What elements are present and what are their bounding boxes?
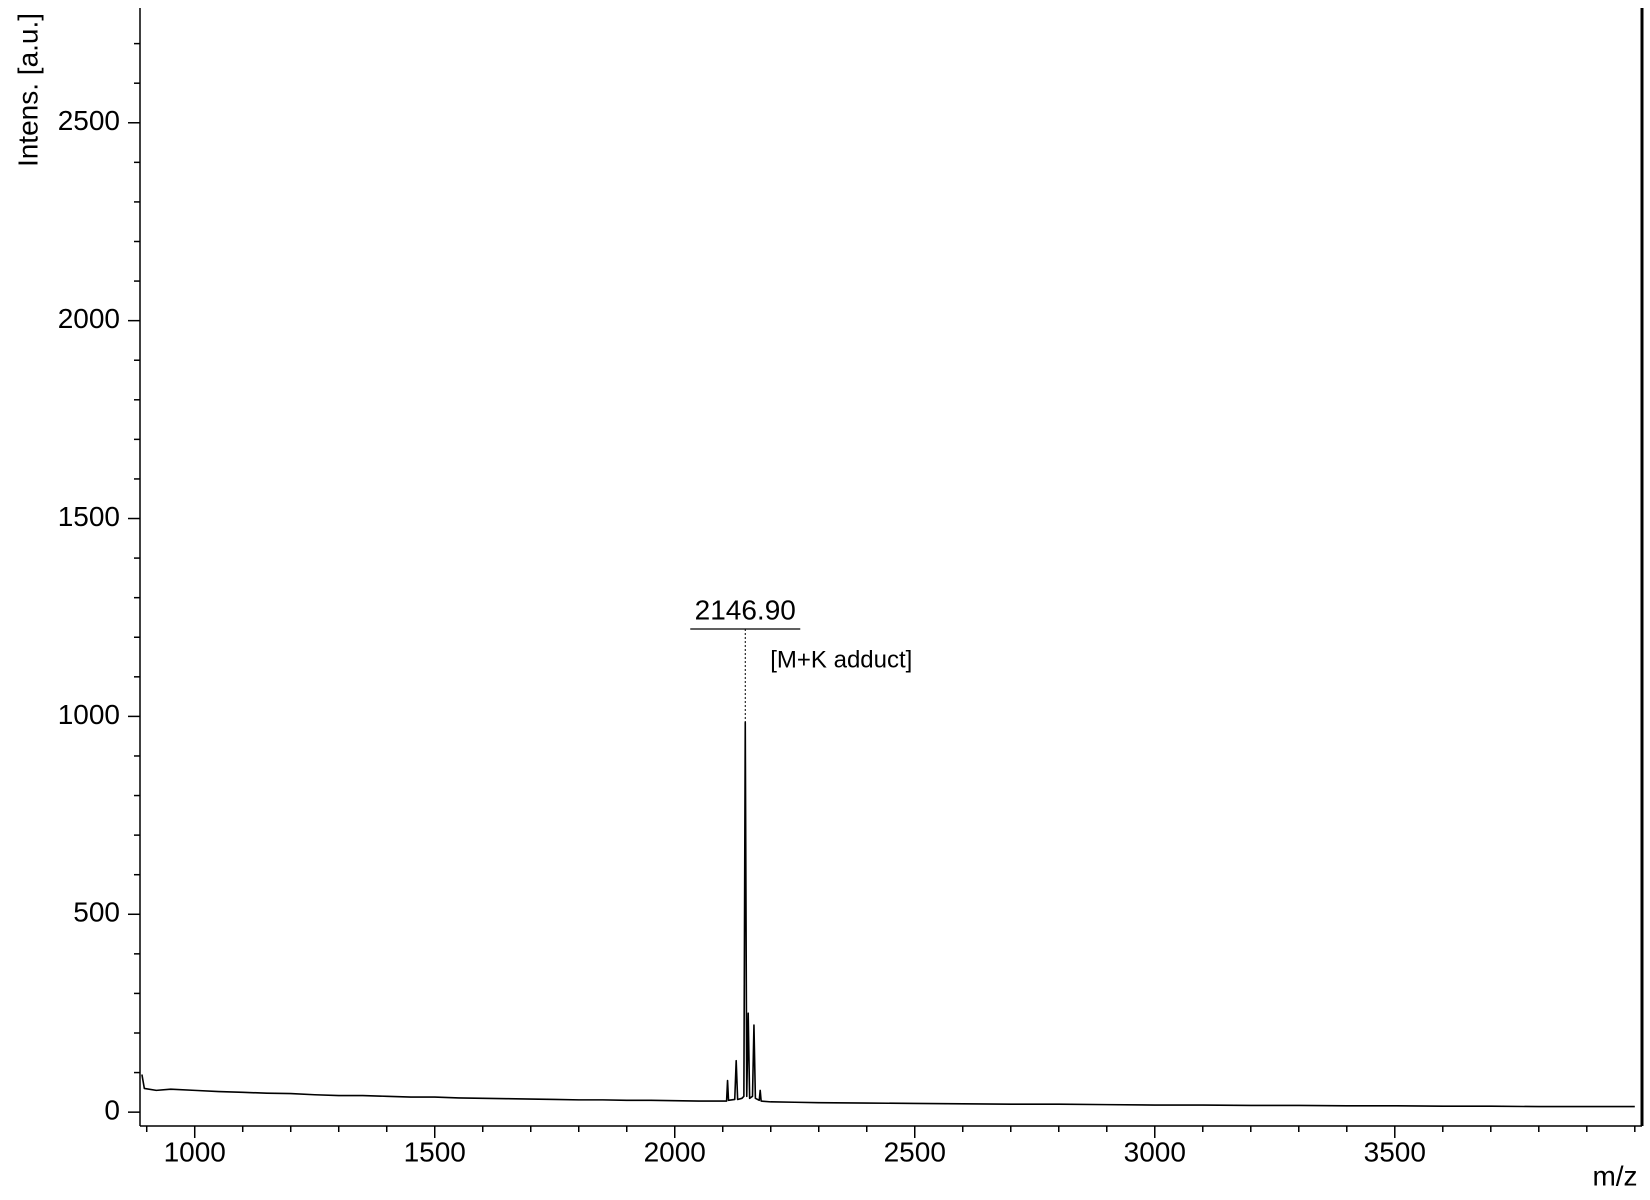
x-tick-label: 2500 xyxy=(884,1136,946,1167)
x-tick-label: 2000 xyxy=(644,1136,706,1167)
y-tick-label: 2000 xyxy=(58,303,120,334)
y-tick-label: 1000 xyxy=(58,699,120,730)
spectrum-line xyxy=(141,721,1635,1108)
y-tick-label: 0 xyxy=(104,1095,120,1126)
x-tick-label: 1500 xyxy=(404,1136,466,1167)
x-tick-label: 1000 xyxy=(164,1136,226,1167)
x-axis-label: m/z xyxy=(1592,1160,1637,1191)
y-tick-label: 500 xyxy=(73,897,120,928)
x-tick-label: 3000 xyxy=(1124,1136,1186,1167)
x-tick-label: 3500 xyxy=(1364,1136,1426,1167)
y-tick-label: 2500 xyxy=(58,105,120,136)
y-tick-label: 1500 xyxy=(58,501,120,532)
peak-label: 2146.90 xyxy=(695,594,796,625)
y-axis-label: Intens. [a.u.] xyxy=(12,13,43,167)
peak-note: [M+K adduct] xyxy=(770,646,912,673)
